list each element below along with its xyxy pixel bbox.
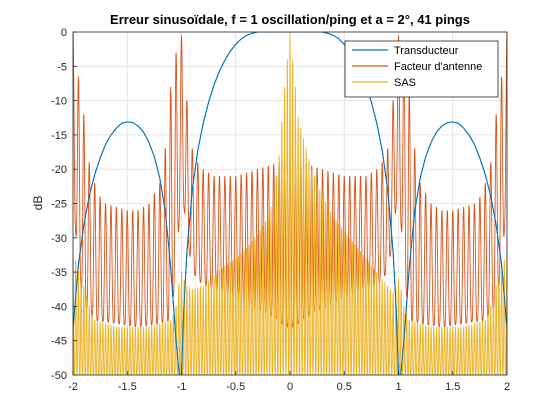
series-layer [73,32,507,375]
y-axis-label: dB [31,196,45,211]
y-tick-label: -10 [51,96,67,108]
legend: Transducteur Facteur d'antenne SAS [344,40,499,98]
x-tick-label: 1 [395,381,401,393]
x-tick-label: -0.5 [226,381,245,393]
x-tick-label: -1.5 [118,381,137,393]
x-tick-label: 0 [287,381,293,393]
y-tick-label: -5 [57,61,67,73]
sas-series-line [73,32,507,375]
y-tick-label: -40 [51,301,67,313]
x-tick-label: 0.5 [337,381,352,393]
y-tick-label: 0 [61,27,67,39]
y-tick-label: -30 [51,233,67,245]
x-tick-label: -2 [68,381,78,393]
y-tick-label: -50 [51,370,67,382]
y-tick-label: -35 [51,267,67,279]
x-tick-label: 1.5 [445,381,460,393]
legend-label: Transducteur [394,45,459,57]
y-tick-label: -45 [51,336,67,348]
y-tick-label: -25 [51,199,67,211]
y-tick-label: -20 [51,164,67,176]
transducteur-series-overlay-line [73,32,507,375]
y-tick-label: -15 [51,130,67,142]
axis-ticks: -2 -1.5 -1 -0.5 0 0.5 1 1.5 2 0 -5 -10 -15 -20 -25 -30 -… [51,27,510,393]
x-tick-label: -1 [177,381,187,393]
legend-label: Facteur d'antenne [394,61,482,73]
chart-title: Erreur sinusoïdale, f = 1 oscillation/pi… [110,12,470,27]
x-tick-label: 2 [504,381,510,393]
legend-label: SAS [394,77,416,89]
